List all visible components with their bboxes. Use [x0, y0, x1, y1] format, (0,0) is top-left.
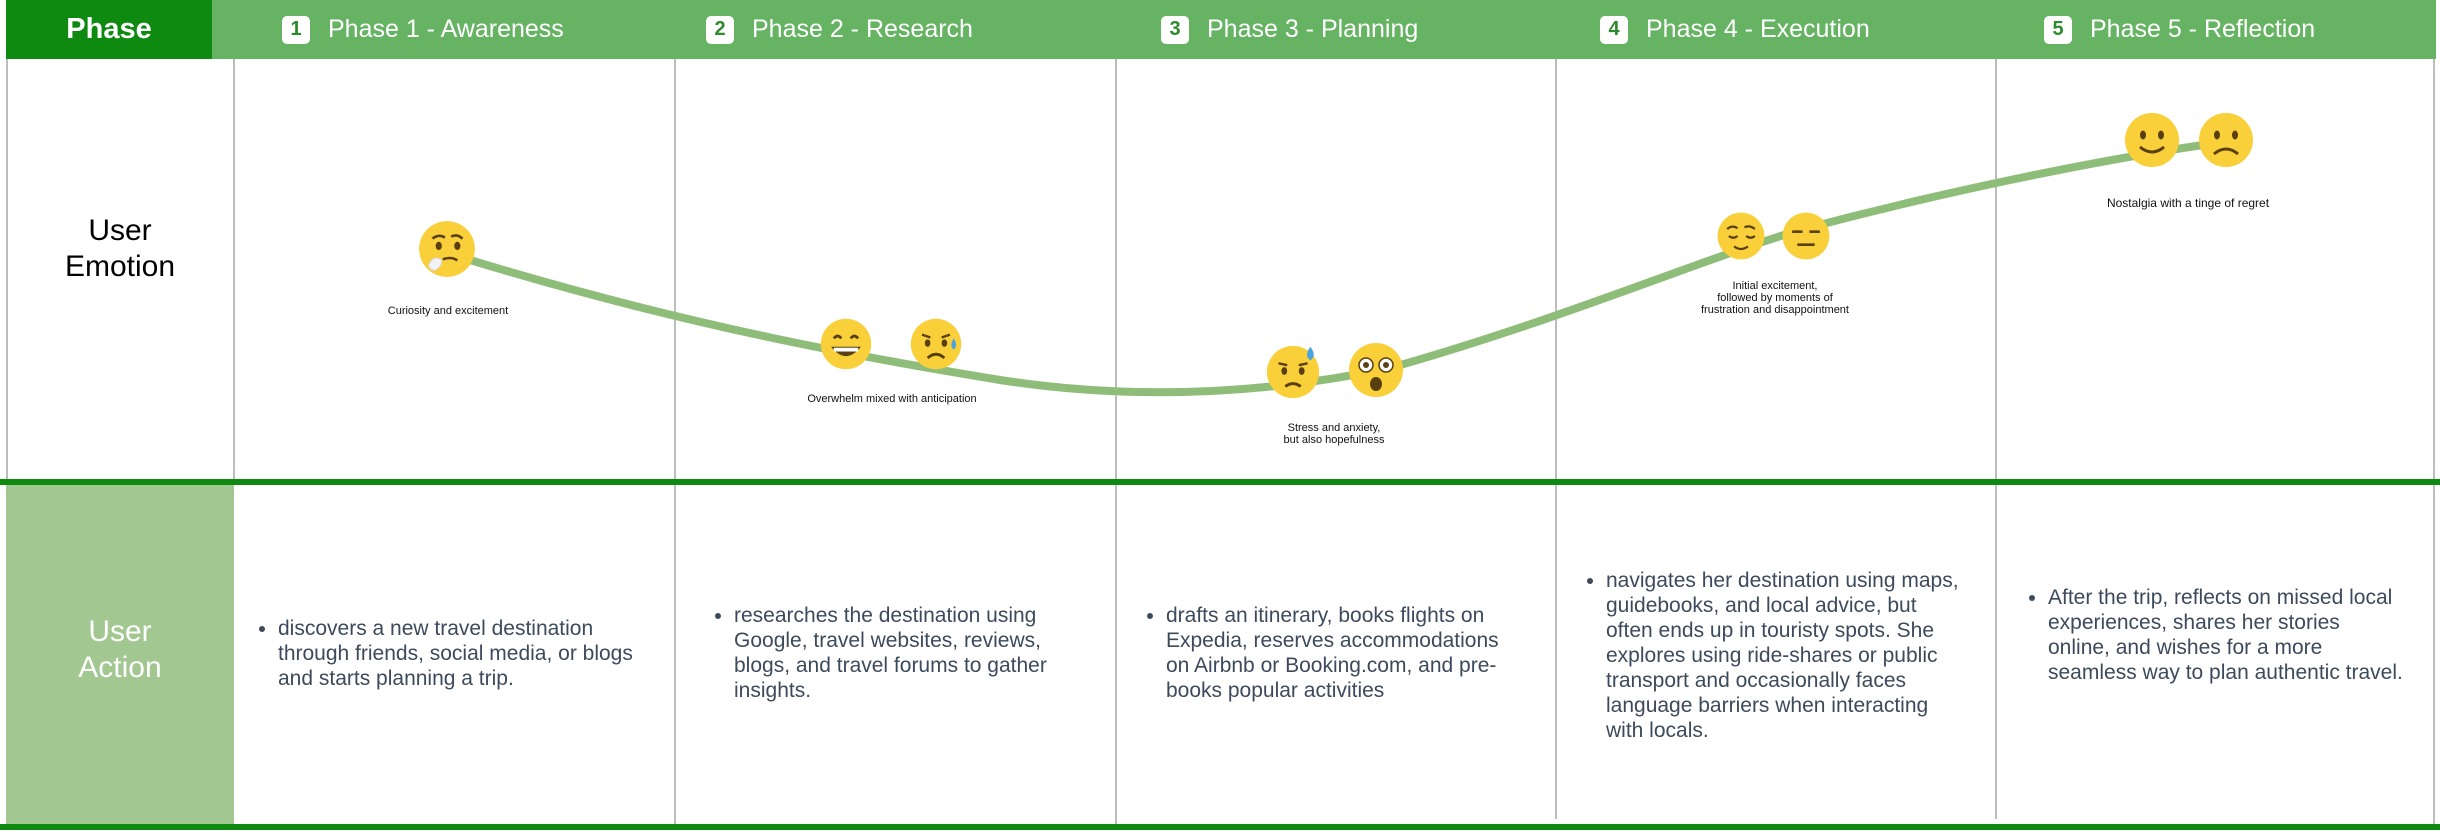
phase-title: Phase 1 - Awareness — [328, 15, 564, 43]
phase-header-label: Phase — [6, 0, 212, 59]
emotion-curve-layer — [466, 136, 2244, 397]
grid-line-1 — [674, 59, 676, 824]
phase-number-badge: 3 — [1161, 15, 1189, 44]
row-label-line: User — [88, 615, 152, 648]
phase-4-header: 4 Phase 4 - Execution — [1600, 0, 1870, 59]
phase-number-badge: 4 — [1600, 15, 1628, 44]
relieved-face-icon — [1717, 212, 1765, 260]
phase-1-header: 1 Phase 1 - Awareness — [282, 0, 564, 59]
grid-line-outer-right — [2433, 59, 2435, 824]
emotion-caption: Stress and anxiety, but also hopefulness — [1234, 422, 1434, 446]
thinking-face-icon — [419, 221, 475, 277]
caption-line: Initial excitement, — [1732, 280, 1818, 292]
sad-sweat-face-icon — [910, 318, 962, 370]
user-action-label-cell — [6, 485, 234, 824]
phase-5-header: 5 Phase 5 - Reflection — [2044, 0, 2315, 59]
phase-3-header: 3 Phase 3 - Planning — [1161, 0, 1418, 59]
phase-number-badge: 2 — [706, 15, 734, 44]
grid-line-outer-left — [6, 59, 8, 479]
user-emotion-label: User Emotion — [8, 213, 232, 285]
sweat-face-icon — [1266, 345, 1320, 399]
action-item: After the trip, reflects on missed local… — [2048, 585, 2406, 685]
grid-line-2 — [1115, 59, 1117, 824]
grinning-face-icon — [820, 318, 872, 370]
action-cell-phase-4: navigates her destination using maps, gu… — [1584, 568, 1964, 743]
grid-line-label-col — [233, 59, 235, 479]
emotion-caption: Overwhelm mixed with anticipation — [807, 393, 977, 405]
caption-line: followed by moments of — [1717, 292, 1833, 304]
row-label-line: Emotion — [64, 250, 176, 283]
action-item: discovers a new travel destination throu… — [278, 616, 636, 691]
emotion-caption: Initial excitement, followed by moments … — [1675, 280, 1875, 316]
expressionless-face-icon — [1782, 212, 1830, 260]
action-cell-phase-3: drafts an itinerary, books flights on Ex… — [1144, 603, 1524, 703]
caption-line: but also hopefulness — [1283, 434, 1385, 446]
bottom-border — [0, 824, 2440, 830]
caption-line: Stress and anxiety, — [1287, 422, 1381, 434]
row-divider — [0, 479, 2440, 485]
phase-number-badge: 5 — [2044, 15, 2072, 44]
action-cell-phase-2: researches the destination using Google,… — [712, 603, 1082, 703]
grid-line-4 — [1995, 59, 1997, 819]
action-item: drafts an itinerary, books flights on Ex… — [1166, 603, 1524, 703]
smiling-face-icon — [2125, 113, 2179, 167]
frowning-face-icon — [2199, 113, 2253, 167]
action-item: researches the destination using Google,… — [734, 603, 1082, 703]
emotion-caption: Curiosity and excitement — [387, 305, 509, 317]
phase-2-header: 2 Phase 2 - Research — [706, 0, 973, 59]
astonished-face-icon — [1349, 343, 1403, 397]
action-cell-phase-5: After the trip, reflects on missed local… — [2026, 585, 2406, 685]
phase-title: Phase 4 - Execution — [1646, 15, 1870, 43]
phase-title: Phase 2 - Research — [752, 15, 973, 43]
phase-title: Phase 3 - Planning — [1207, 15, 1419, 43]
phase-number-badge: 1 — [282, 15, 310, 44]
action-cell-phase-1: discovers a new travel destination throu… — [256, 616, 636, 691]
phase-title: Phase 5 - Reflection — [2090, 15, 2316, 43]
user-action-label: User Action — [6, 614, 234, 686]
row-label-line: Action — [78, 651, 162, 684]
row-label-line: User — [88, 214, 152, 247]
caption-line: frustration and disappointment — [1701, 304, 1849, 316]
emotion-caption: Nostalgia with a tinge of regret — [2106, 196, 2270, 210]
action-item: navigates her destination using maps, gu… — [1606, 568, 1964, 743]
grid-line-3 — [1555, 59, 1557, 819]
